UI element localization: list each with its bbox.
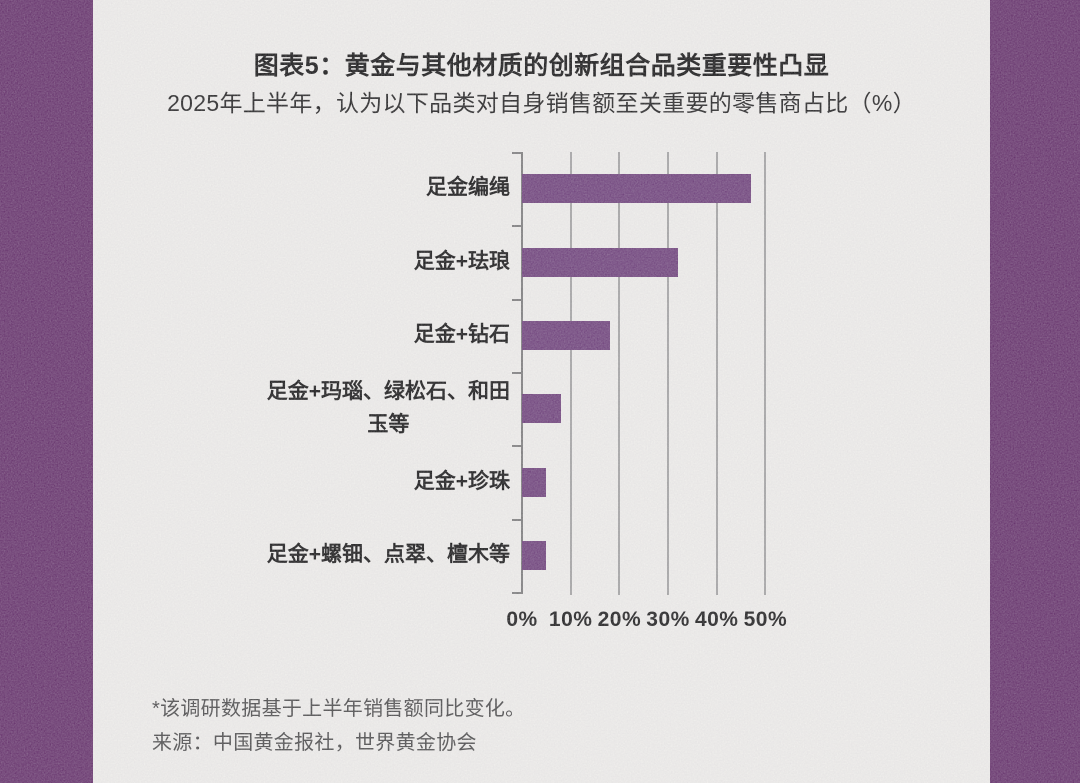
gridline — [618, 152, 621, 595]
category-label-text: 足金+钻石 — [413, 323, 510, 347]
gridline — [715, 152, 718, 595]
footnote-source: 来源：中国黄金报社，世界黄金协会 — [152, 732, 477, 754]
x-axis-label: 50% — [743, 608, 788, 631]
bar-chart: 0% 10% 20% 30% 40% 50% 足金编绳足金+珐琅足金+钻石足金+玛瑙、绿松石… — [93, 0, 990, 660]
left-accent-strip — [0, 0, 93, 783]
bar — [522, 174, 751, 204]
x-axis-label: 10% — [548, 608, 593, 631]
bar — [522, 247, 678, 277]
bar — [522, 467, 547, 497]
category-label: 足金+玛瑙、绿松石、和田 玉等 — [183, 372, 510, 445]
axis-tick — [512, 445, 521, 448]
gridline — [667, 152, 670, 595]
category-label: 足金编绳 — [183, 152, 510, 225]
bar — [522, 540, 547, 570]
category-label: 足金+钻石 — [183, 299, 510, 372]
category-label-text: 足金编绳 — [426, 176, 510, 200]
gridline — [569, 152, 572, 595]
category-label-text: 足金+珐琅 — [413, 249, 510, 273]
bar — [522, 394, 561, 424]
right-accent-strip — [990, 0, 1080, 783]
category-label-text: 足金+玛瑙、绿松石、和田 玉等 — [266, 380, 510, 436]
category-label-text: 足金+珍珠 — [413, 469, 510, 493]
axis-tick — [512, 372, 521, 374]
gridline — [764, 152, 767, 595]
category-label: 足金+螺钿、点翠、檀木等 — [183, 519, 510, 592]
category-label: 足金+珍珠 — [183, 445, 510, 518]
axis-tick — [512, 592, 521, 594]
axis-tick — [512, 518, 521, 521]
bar — [522, 320, 610, 350]
x-axis-label: 0% — [506, 608, 538, 631]
category-label-text: 足金+螺钿、点翠、檀木等 — [266, 543, 510, 567]
axis-tick — [512, 152, 521, 154]
x-axis-label: 40% — [694, 608, 739, 631]
x-axis-label: 30% — [646, 608, 690, 631]
chart-panel: 图表5：黄金与其他材质的创新组合品类重要性凸显 2025年上半年，认为以下品类对… — [93, 0, 990, 783]
axis-tick — [512, 298, 521, 301]
footnote-note: *该调研数据基于上半年销售额同比变化。 — [152, 698, 526, 720]
category-label: 足金+珐琅 — [183, 225, 510, 298]
x-axis-label: 20% — [597, 608, 642, 631]
axis-tick — [512, 225, 521, 228]
y-axis-line — [521, 152, 523, 594]
